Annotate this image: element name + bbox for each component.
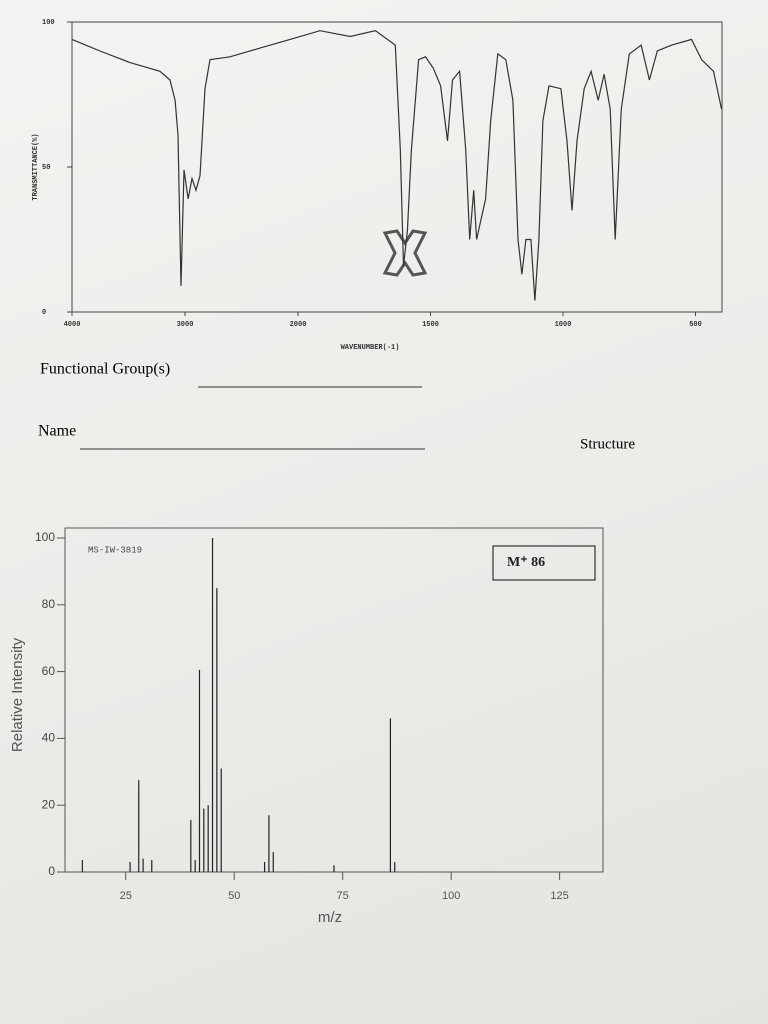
name-label: Name <box>38 423 76 440</box>
x-axis-label: m/z <box>318 909 342 926</box>
x-tick-label: 3000 <box>177 321 194 329</box>
x-tick-label: 2000 <box>290 321 307 329</box>
y-tick-label: 100 <box>35 530 55 544</box>
x-tick-label: 500 <box>689 321 702 329</box>
ion-box <box>492 545 596 581</box>
y-tick-label: 80 <box>42 597 56 611</box>
y-axis-label: Relative Intensity <box>9 637 26 752</box>
y-tick-label: 0 <box>48 864 55 878</box>
annotation: MS-IW-3819 <box>88 545 142 555</box>
x-tick-label: 4000 <box>64 321 81 329</box>
x-tick-label: 25 <box>120 890 132 902</box>
x-tick-label: 100 <box>442 890 460 902</box>
cross-mark <box>382 229 428 277</box>
y-tick-label: 100 <box>42 19 55 27</box>
plot-frame <box>71 21 723 313</box>
y-tick-label: 50 <box>42 164 50 172</box>
y-tick-label: 0 <box>42 309 46 317</box>
spectrum-line <box>71 30 723 301</box>
x-tick-label: 125 <box>550 890 568 902</box>
y-tick-label: 60 <box>42 664 56 678</box>
x-tick-label: 1500 <box>422 321 439 329</box>
cross-icon <box>382 229 428 277</box>
molecular-ion: M⁺ 86 <box>507 555 545 570</box>
x-tick-label: 1000 <box>555 321 572 329</box>
structure-label: Structure <box>580 436 635 452</box>
y-tick-label: 40 <box>42 731 56 745</box>
functional-group-label: Functional Group(s) <box>40 361 170 378</box>
y-axis-label: TRANSMITTANCE(%) <box>32 133 40 200</box>
x-axis-label: WAVENUMBER(-1) <box>341 344 400 352</box>
x-tick-label: 50 <box>228 890 240 902</box>
y-tick-label: 20 <box>42 797 56 811</box>
x-tick-label: 75 <box>337 890 349 902</box>
